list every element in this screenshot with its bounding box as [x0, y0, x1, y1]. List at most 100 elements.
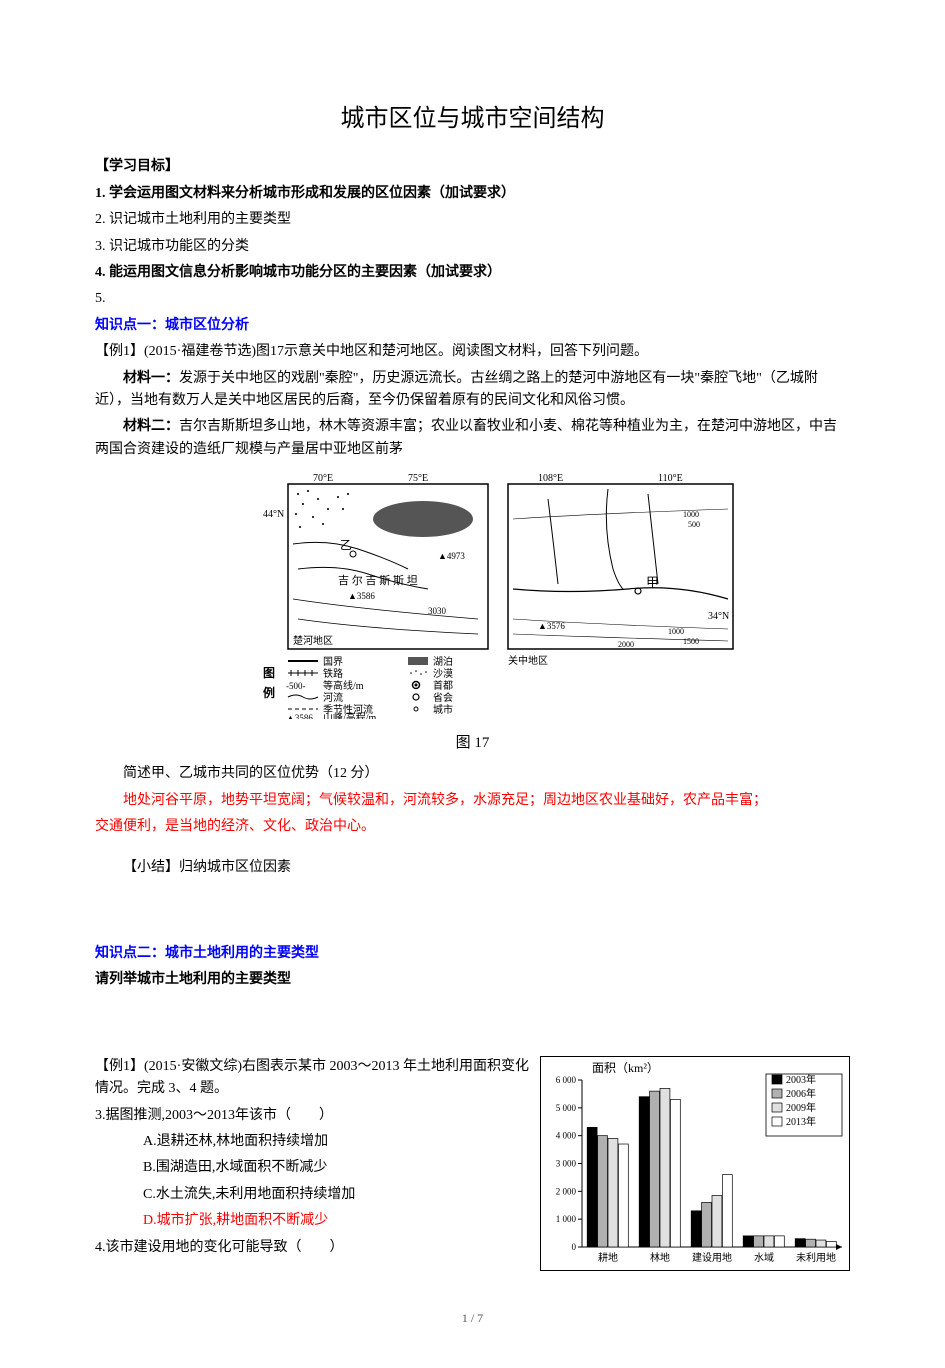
map-lon-110e: 110°E: [658, 473, 683, 484]
legend-desert: 沙漠: [433, 668, 453, 680]
objective-num: 4.: [95, 265, 106, 280]
material2: 材料二：吉尔吉斯斯坦多山地，林木等资源丰富；农业以畜牧业和小麦、棉花等种植业为主…: [95, 416, 850, 461]
material1: 材料一：发源于关中地区的戏剧"秦腔"，历史源远流长。古丝绸之路上的楚河中游地区有…: [95, 368, 850, 413]
point2-prompt: 请列举城市土地利用的主要类型: [95, 969, 850, 991]
option-text: 退耕还林,林地面积持续增加: [157, 1134, 329, 1149]
option-text: 城市扩张,耕地面积不断减少: [157, 1213, 329, 1228]
page-title: 城市区位与城市空间结构: [95, 100, 850, 138]
answer-line2: 交通便利，是当地的经济、文化、政治中心。: [95, 816, 850, 838]
svg-text:4 000: 4 000: [556, 1130, 577, 1140]
example-label: 【例1】: [95, 344, 144, 359]
point2-header: 知识点二：城市土地利用的主要类型: [95, 943, 850, 965]
q3-option-b: B.围湖造田,水域面积不断减少: [95, 1157, 530, 1179]
map-figure: 70°E 75°E 44°N 乙 ▲4973 ▲3586 3030 吉 尔 吉 …: [95, 469, 850, 755]
q3-option-d: D.城市扩张,耕地面积不断减少: [95, 1210, 530, 1232]
q3-stem: 3.据图推测,2003～2013年该市（ ）: [95, 1105, 530, 1127]
legend-capital: 首都: [433, 679, 453, 692]
svg-text:3 000: 3 000: [556, 1158, 577, 1168]
q3-option-c: C.水土流失,未利用地面积持续增加: [95, 1184, 530, 1206]
objective-text: 能运用图文信息分析影响城市功能分区的主要因素（加试要求）: [109, 265, 501, 280]
contour-1500: 1500: [683, 637, 699, 646]
legend-border: 国界: [323, 656, 343, 668]
legend-header: 图: [263, 666, 275, 680]
peak-4973: ▲4973: [438, 551, 465, 561]
objectives-header: 【学习目标】: [95, 156, 850, 178]
svg-text:2 000: 2 000: [556, 1186, 577, 1196]
svg-text:面积（km²）: 面积（km²）: [592, 1061, 659, 1075]
region-guanzhong: 关中地区: [508, 654, 548, 667]
svg-text:2009年: 2009年: [786, 1101, 816, 1114]
example-source: (2015·福建卷节选): [144, 344, 256, 359]
map-svg: 70°E 75°E 44°N 乙 ▲4973 ▲3586 3030 吉 尔 吉 …: [208, 469, 738, 719]
city-yi-label: 乙: [340, 538, 352, 552]
objective-4: 4. 能运用图文信息分析影响城市功能分区的主要因素（加试要求）: [95, 262, 850, 284]
option-text: 水土流失,未利用地面积持续增加: [156, 1187, 356, 1202]
bar-chart: 面积（km²）01 0002 0003 0004 0005 0006 000耕地…: [540, 1056, 850, 1279]
contour-1000b: 1000: [668, 627, 684, 636]
svg-text:未利用地: 未利用地: [796, 1251, 836, 1264]
example-intro-text: 图17示意关中地区和楚河地区。阅读图文材料，回答下列问题。: [256, 344, 648, 359]
page-number: 1 / 7: [95, 1309, 850, 1328]
legend-contour-sym: -500-: [286, 681, 306, 691]
peak-3586: ▲3586: [348, 591, 375, 601]
svg-text:2013年: 2013年: [786, 1115, 816, 1128]
objective-2: 2. 识记城市土地利用的主要类型: [95, 209, 850, 231]
contour-1000: 1000: [683, 510, 699, 519]
map-lat-44n: 44°N: [263, 509, 284, 520]
region-chuhe: 楚河地区: [293, 634, 333, 647]
legend-peak: 山峰/高程/m: [323, 711, 377, 719]
svg-text:0: 0: [572, 1242, 577, 1252]
contour-2000: 2000: [618, 640, 634, 649]
option-letter: A.: [143, 1134, 157, 1149]
svg-text:林地: 林地: [650, 1251, 670, 1264]
objective-5: 5.: [95, 288, 850, 310]
objective-1: 1. 学会运用图文材料来分析城市形成和发展的区位因素（加试要求）: [95, 183, 850, 205]
objective-3: 3. 识记城市功能区的分类: [95, 236, 850, 258]
q3-option-a: A.退耕还林,林地面积持续增加: [95, 1131, 530, 1153]
contour-500: 500: [688, 520, 700, 529]
legend-contour: 等高线/m: [323, 679, 364, 692]
option-text: 围湖造田,水域面积不断减少: [156, 1160, 328, 1175]
svg-text:2003年: 2003年: [786, 1073, 816, 1086]
objective-text: 识记城市土地利用的主要类型: [109, 212, 291, 227]
example2-intro: 【例1】(2015·安徽文综)右图表示某市 2003～2013 年土地利用面积变…: [95, 1056, 530, 1101]
q4-stem: 4.该市建设用地的变化可能导致（ ）: [95, 1237, 530, 1259]
svg-text:5 000: 5 000: [556, 1103, 577, 1113]
objective-text: 识记城市功能区的分类: [109, 239, 249, 254]
legend-river: 河流: [323, 691, 343, 704]
example2-source: (2015·安徽文综): [144, 1059, 242, 1074]
map-lon-108e: 108°E: [538, 473, 563, 484]
objective-num: 1.: [95, 186, 106, 201]
objective-num: 2.: [95, 212, 106, 227]
legend-provcap: 省会: [433, 691, 453, 704]
material2-label: 材料二：: [123, 419, 179, 434]
material1-label: 材料一：: [123, 371, 179, 386]
option-letter: D.: [143, 1213, 157, 1228]
objective-num: 3.: [95, 239, 106, 254]
map-lat-34n: 34°N: [708, 611, 729, 622]
answer-line1: 地处河谷平原，地势平坦宽阔；气候较温和，河流较多，水源充足；周边地区农业基础好，…: [95, 790, 850, 812]
legend-header2: 例: [263, 685, 275, 700]
example1-intro: 【例1】(2015·福建卷节选)图17示意关中地区和楚河地区。阅读图文材料，回答…: [95, 341, 850, 363]
question-text: 简述甲、乙城市共同的区位优势（12 分）: [95, 763, 850, 785]
svg-text:1 000: 1 000: [556, 1214, 577, 1224]
bar-chart-svg: 面积（km²）01 0002 0003 0004 0005 0006 000耕地…: [540, 1056, 850, 1271]
objective-text: 学会运用图文材料来分析城市形成和发展的区位因素（加试要求）: [109, 186, 515, 201]
svg-text:建设用地: 建设用地: [692, 1251, 732, 1264]
map-lon-70e: 70°E: [313, 473, 333, 484]
peak-3030: 3030: [428, 606, 447, 616]
legend-rail: 铁路: [323, 667, 343, 680]
example2-label: 【例1】: [95, 1059, 144, 1074]
option-letter: B.: [143, 1160, 156, 1175]
peak-3576: ▲3576: [538, 621, 565, 631]
figure-caption: 图 17: [95, 731, 850, 755]
material2-text: 吉尔吉斯斯坦多山地，林木等资源丰富；农业以畜牧业和小麦、棉花等种植业为主，在楚河…: [95, 419, 837, 456]
city-jia-label: 甲: [646, 575, 659, 590]
legend-city: 城市: [433, 703, 453, 716]
svg-text:2006年: 2006年: [786, 1087, 816, 1100]
svg-text:水域: 水域: [754, 1251, 774, 1264]
objective-num: 5.: [95, 291, 106, 306]
region-jierjisi: 吉 尔 吉 斯 斯 坦: [338, 573, 418, 587]
option-letter: C.: [143, 1187, 156, 1202]
svg-text:耕地: 耕地: [598, 1251, 618, 1264]
